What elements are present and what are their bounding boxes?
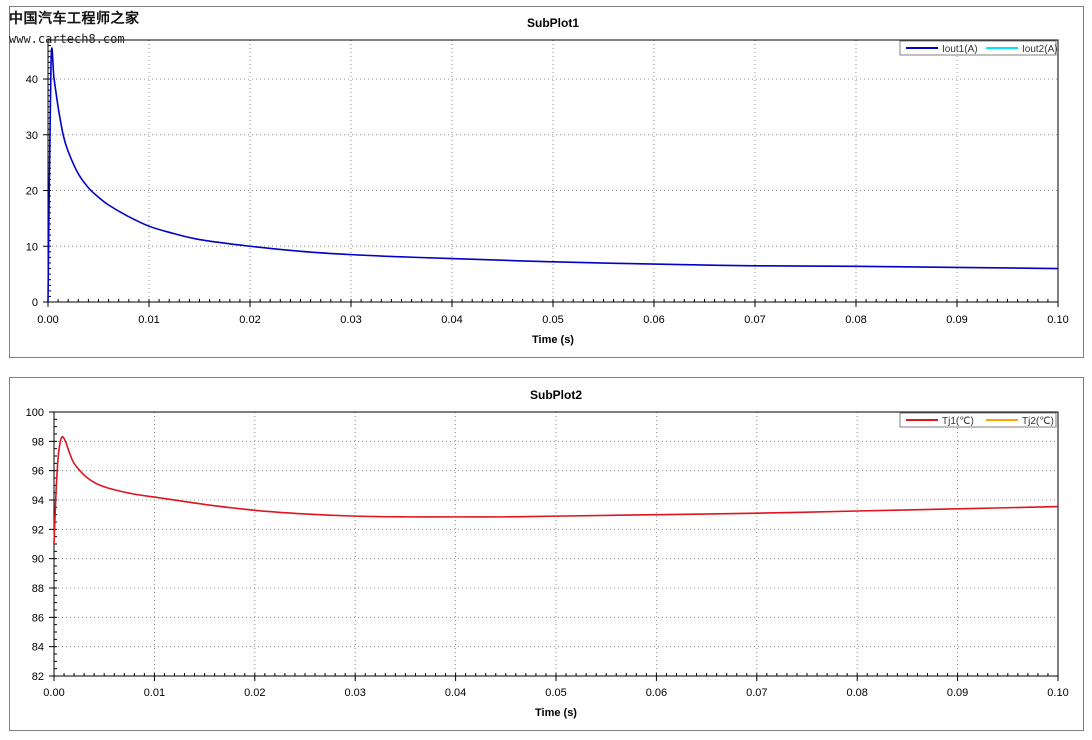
x-tick-label: 0.02 <box>244 687 265 699</box>
legend-box <box>899 40 1057 56</box>
subplot2-panel: SubPlot2 0.00 0.01 0.02 0.03 0.04 0.05 0.06 0.07… <box>9 377 1084 731</box>
x-tick-label: 0.04 <box>441 314 462 326</box>
y-tick-label: 20 <box>26 186 38 198</box>
x-tick-label: 0.01 <box>138 314 159 326</box>
y-tick-label: 88 <box>32 583 44 595</box>
watermark: 中国汽车工程师之家 www.cartech8.com <box>9 8 140 46</box>
x-tick-label: 0.10 <box>1047 314 1068 326</box>
x-tick-label: 0.00 <box>43 687 64 699</box>
legend-label-1: Tj1(℃) <box>942 416 974 427</box>
legend-box <box>899 412 1057 428</box>
subplot1-panel: SubPlot1 0.00 0.01 0.02 0.03 0.04 0.05 0.06 0.07… <box>9 6 1084 358</box>
x-tick-label: 0.09 <box>947 687 968 699</box>
y-tick-label: 84 <box>32 642 44 654</box>
chart-title: SubPlot1 <box>527 16 579 30</box>
x-axis-label: Time (s) <box>535 707 577 719</box>
y-tick-label: 94 <box>32 495 44 507</box>
x-tick-label: 0.01 <box>144 687 165 699</box>
x-tick-label: 0.05 <box>542 314 563 326</box>
subplot1-chart: SubPlot1 0.00 0.01 0.02 0.03 0.04 0.05 0.06 0.07… <box>26 16 1069 346</box>
x-tick-label: 0.04 <box>445 687 466 699</box>
y-tick-label: 40 <box>26 74 38 86</box>
subplot2-chart: SubPlot2 0.00 0.01 0.02 0.03 0.04 0.05 0.06 0.07… <box>26 388 1069 719</box>
x-tick-label: 0.06 <box>646 687 667 699</box>
y-tick-label: 96 <box>32 466 44 478</box>
gridlines <box>48 40 1059 302</box>
y-tick-label: 30 <box>26 130 38 142</box>
legend-label-2: Tj2(℃) <box>1022 416 1054 427</box>
x-axis-label: Time (s) <box>532 334 574 346</box>
y-tick-label: 98 <box>32 436 44 448</box>
chart-title: SubPlot2 <box>530 388 582 402</box>
y-tick-label: 10 <box>26 241 38 253</box>
x-tick-label: 0.09 <box>946 314 967 326</box>
y-tick-label: 82 <box>32 671 44 683</box>
x-tick-label: 0.02 <box>239 314 260 326</box>
legend-label-2: Iout2(A) <box>1022 44 1058 55</box>
legend-label-1: Iout1(A) <box>942 44 978 55</box>
y-tick-label: 92 <box>32 524 44 536</box>
y-tick-label: 86 <box>32 612 44 624</box>
y-tick-label: 90 <box>32 554 44 566</box>
x-tick-label: 0.03 <box>344 687 365 699</box>
x-tick-label: 0.05 <box>545 687 566 699</box>
x-tick-label: 0.08 <box>845 314 866 326</box>
series-line-1 <box>47 47 1059 303</box>
gridlines <box>54 411 1059 676</box>
series-line-1 <box>53 435 1059 545</box>
minor-ticks <box>47 39 1059 303</box>
x-tick-label: 0.06 <box>643 314 664 326</box>
x-tick-label: 0.10 <box>1047 687 1068 699</box>
y-tick-label: 0 <box>32 297 38 309</box>
watermark-url: www.cartech8.com <box>9 32 125 46</box>
x-tick-label: 0.03 <box>340 314 361 326</box>
minor-ticks <box>53 411 1059 677</box>
x-tick-label: 0.07 <box>746 687 767 699</box>
watermark-title: 中国汽车工程师之家 <box>9 11 140 27</box>
x-tick-label: 0.08 <box>846 687 867 699</box>
x-tick-label: 0.07 <box>744 314 765 326</box>
x-tick-label: 0.00 <box>37 314 58 326</box>
y-tick-label: 100 <box>26 407 44 419</box>
